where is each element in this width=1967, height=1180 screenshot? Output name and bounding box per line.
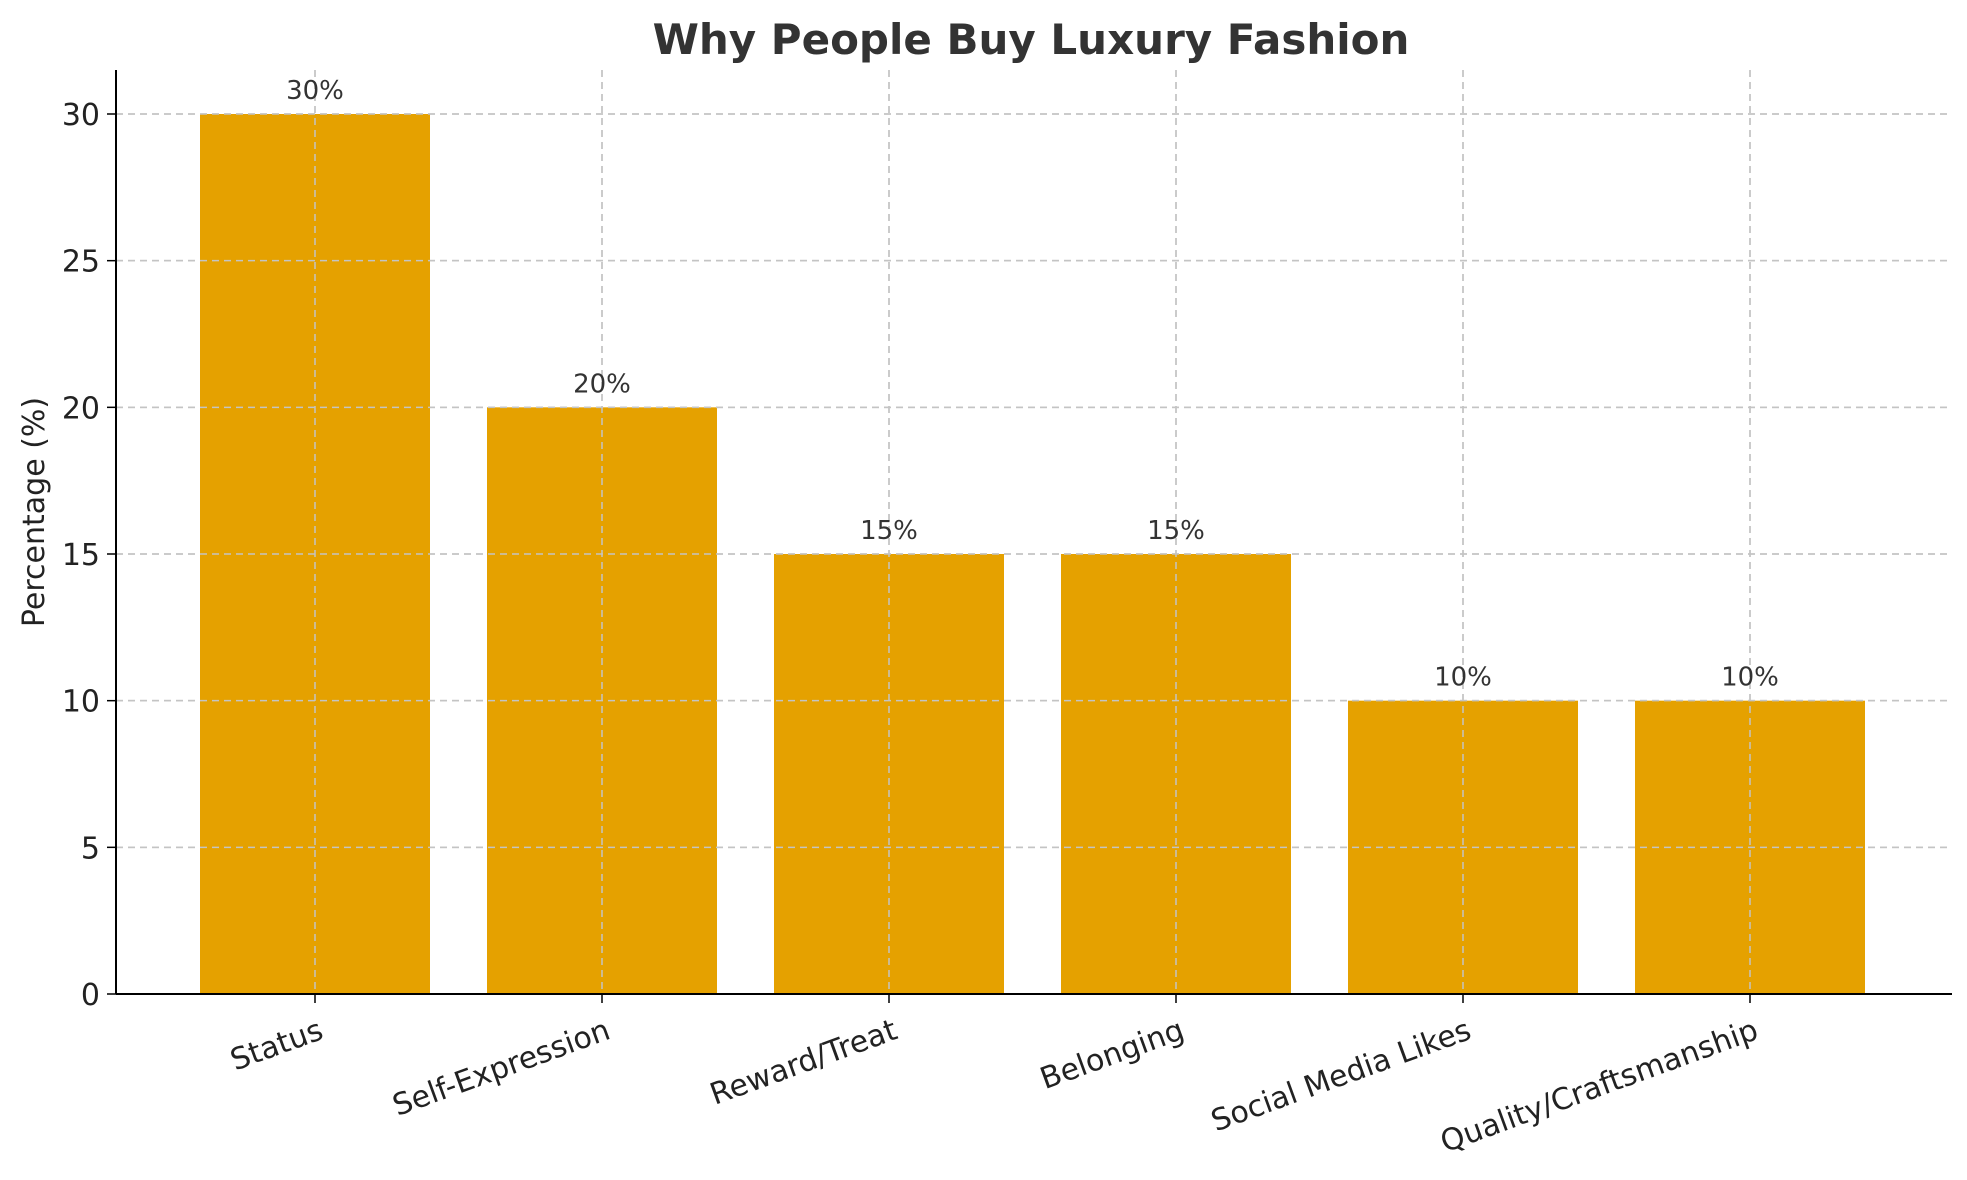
data-label: 10% [1434, 663, 1492, 693]
y-tick-label: 0 [81, 978, 100, 1013]
data-label: 15% [1147, 516, 1205, 546]
x-tick-label: Status [226, 1013, 328, 1079]
y-axis-label: Percentage (%) [17, 397, 52, 627]
data-label: 20% [573, 369, 631, 399]
y-tick-label: 25 [62, 245, 100, 280]
y-tick-label: 10 [62, 685, 100, 720]
data-label: 15% [860, 516, 918, 546]
y-tick-label: 20 [62, 391, 100, 426]
y-tick-label: 15 [62, 538, 100, 573]
x-tick-label: Social Media Likes [1207, 1013, 1476, 1139]
data-label: 30% [286, 76, 344, 106]
data-label: 10% [1721, 663, 1779, 693]
x-tick-label: Quality/Craftsmanship [1436, 1013, 1763, 1160]
x-tick-label: Self-Expression [388, 1013, 615, 1124]
bars [116, 70, 1952, 994]
y-tick-label: 5 [81, 831, 100, 866]
y-tick-label: 30 [62, 98, 100, 133]
x-tick-label: Belonging [1036, 1013, 1189, 1097]
x-tick-label: Reward/Treat [706, 1013, 902, 1113]
chart-title: Why People Buy Luxury Fashion [653, 15, 1410, 64]
axes [107, 70, 1952, 1003]
